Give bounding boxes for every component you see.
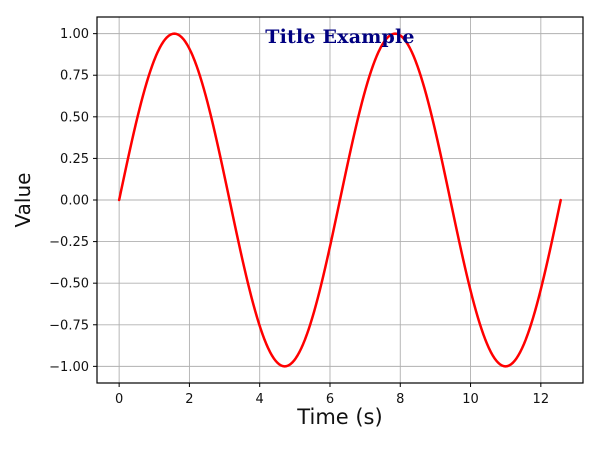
- y-tick-label: 0.25: [60, 152, 89, 167]
- sine-curve: [117, 32, 562, 368]
- y-tick-label: −1.00: [49, 360, 89, 375]
- y-tick-label: −0.50: [49, 277, 89, 292]
- y-axis-label: Value: [11, 172, 35, 228]
- x-tick-label: 0: [115, 392, 123, 407]
- y-tick-label: 1.00: [60, 27, 89, 42]
- chart-title: Title Example: [265, 26, 415, 48]
- x-tick-label: 10: [462, 392, 479, 407]
- y-tick-label: 0.00: [60, 194, 89, 209]
- y-tick-label: −0.75: [49, 318, 89, 333]
- y-tick-label: −0.25: [49, 235, 89, 250]
- x-axis-label: Time (s): [297, 405, 383, 429]
- y-tick-label: 0.50: [60, 110, 89, 125]
- x-tick-label: 8: [396, 392, 404, 407]
- x-tick-label: 4: [256, 392, 264, 407]
- y-tick-label: 0.75: [60, 69, 89, 84]
- x-tick-label: 6: [326, 392, 334, 407]
- x-tick-label: 2: [185, 392, 193, 407]
- x-tick-label: 12: [533, 392, 550, 407]
